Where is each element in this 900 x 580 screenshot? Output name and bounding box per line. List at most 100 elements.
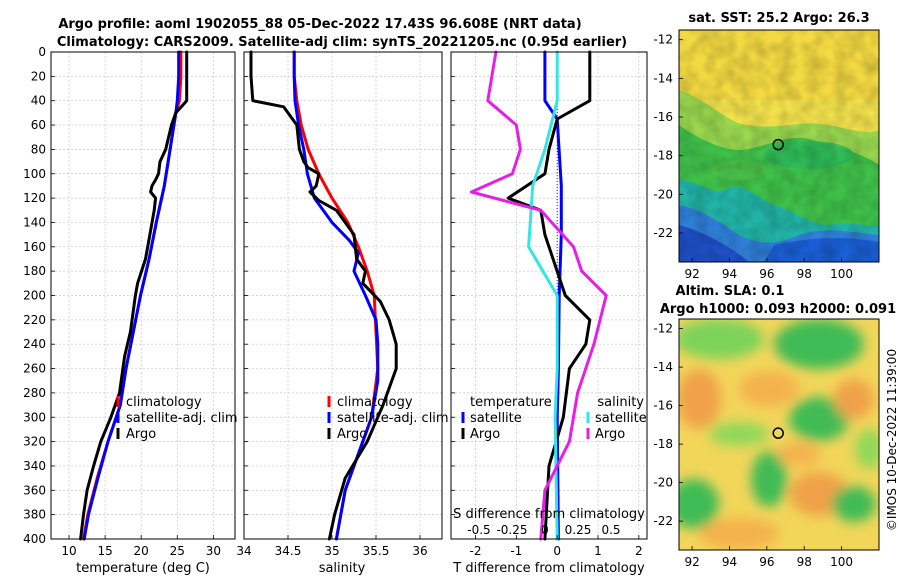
y-tick-label: 40 — [31, 94, 46, 108]
y-tick-label: 340 — [23, 459, 46, 473]
map-y-tick-label: -14 — [653, 71, 673, 85]
legend-label-climatology: climatology — [337, 395, 413, 410]
legend-header-salinity: salinity — [597, 395, 644, 410]
map-y-tick-label: -18 — [653, 149, 673, 163]
map-x-tick-label: 92 — [684, 267, 699, 281]
y-tick-label: 400 — [23, 532, 46, 546]
x-tick-label: 35 — [324, 544, 339, 558]
x-tick-label: 20 — [134, 544, 149, 558]
top-tick-label: 0 — [541, 523, 549, 537]
x-tick-label: 34 — [236, 544, 251, 558]
y-tick-label: 220 — [23, 313, 46, 327]
series-line — [249, 50, 398, 541]
map-y-tick-label: -12 — [653, 33, 673, 47]
sla-map-frame — [678, 318, 880, 551]
series-line — [79, 50, 189, 541]
sla-map-image — [679, 319, 879, 550]
y-tick-label: 360 — [23, 483, 46, 497]
legend-label-t-argo: Argo — [470, 427, 500, 442]
map-x-tick-label: 100 — [830, 267, 853, 281]
y-tick-label: 240 — [23, 337, 46, 351]
top-tick-label: 0.25 — [565, 523, 592, 537]
y-tick-label: 160 — [23, 240, 46, 254]
legend-label-argo: Argo — [126, 427, 156, 442]
map-y-tick-label: -20 — [653, 476, 673, 490]
y-tick-label: 20 — [31, 69, 46, 83]
top-tick-label: -0.25 — [496, 523, 527, 537]
x-tick-label: -1 — [510, 544, 522, 558]
y-tick-label: 260 — [23, 362, 46, 376]
difference-panel: -2 -1 0 1 2 -0.5 -0.25 0 0.25 0.5 T difference fr… — [450, 50, 648, 576]
legend-label-satellite: satellite-adj. clim — [337, 411, 449, 426]
map-x-tick-label: 98 — [797, 267, 812, 281]
legend-label-climatology: climatology — [126, 395, 202, 410]
y-tick-label: 180 — [23, 264, 46, 278]
salinity-xlabel: salinity — [319, 561, 366, 576]
legend-label-argo: Argo — [337, 427, 367, 442]
credit-text: ©IMOS 10-Dec-2022 11:39:00 — [885, 349, 899, 531]
legend-label-t-satellite: satellite — [470, 411, 522, 426]
legend-label-s-argo: Argo — [595, 427, 625, 442]
map-y-tick-label: -20 — [653, 187, 673, 201]
series-line — [82, 50, 181, 541]
title-line-2: Climatology: CARS2009. Satellite-adj cli… — [57, 35, 627, 50]
sst-map-title: sat. SST: 25.2 Argo: 26.3 — [688, 11, 869, 26]
map-x-tick-label: 92 — [684, 555, 699, 569]
difference-xlabel: T difference from climatology — [452, 561, 645, 576]
y-tick-label: 200 — [23, 289, 46, 303]
difference-legend: temperature satellite Argo salinity sate… — [461, 395, 647, 442]
x-tick-label: 10 — [61, 544, 76, 558]
salinity-legend: climatology satellite-adj. clim Argo — [327, 395, 449, 442]
map-x-tick-label: 98 — [797, 555, 812, 569]
sst-map-frame — [678, 29, 880, 263]
argo-position-marker — [772, 138, 784, 151]
y-tick-label: 380 — [23, 508, 46, 522]
map-x-tick-label: 96 — [759, 555, 774, 569]
sst-map: sat. SST: 25.2 Argo: 26.3 92 94 96 98 100 -12… — [653, 11, 880, 281]
map-y-tick-label: -14 — [653, 360, 673, 374]
sla-map-title: Altim. SLA: 0.1 — [676, 284, 785, 299]
x-tick-label: 35.5 — [363, 544, 390, 558]
series-line — [469, 50, 608, 541]
map-y-tick-label: -12 — [653, 322, 673, 336]
series-line — [506, 50, 592, 541]
series-line — [292, 50, 380, 541]
map-x-tick-label: 94 — [722, 267, 737, 281]
y-tick-label: 120 — [23, 191, 46, 205]
map-x-tick-label: 94 — [722, 555, 737, 569]
y-tick-label: 140 — [23, 215, 46, 229]
top-tick-label: 0.5 — [601, 523, 620, 537]
difference-top-label: S difference from climatology — [453, 507, 645, 522]
map-x-tick-label: 100 — [830, 555, 853, 569]
map-y-tick-label: -16 — [653, 399, 673, 413]
salinity-panel: 34 34.5 35 35.5 36 salinity — [236, 50, 443, 576]
argo-position-marker — [772, 427, 784, 439]
y-tick-label: 0 — [38, 45, 46, 59]
sst-map-image — [679, 30, 879, 262]
x-tick-label: 15 — [97, 544, 112, 558]
temperature-legend: climatology satellite-adj. clim Argo — [116, 395, 238, 442]
map-y-tick-label: -22 — [653, 514, 673, 528]
title-line-1: Argo profile: aoml 1902055_88 05-Dec-202… — [58, 17, 581, 32]
map-x-tick-label: 96 — [759, 267, 774, 281]
y-tick-label: 300 — [23, 410, 46, 424]
map-y-tick-label: -18 — [653, 437, 673, 451]
sla-map-subtitle: Argo h1000: 0.093 h2000: 0.091 — [660, 302, 896, 317]
x-tick-label: 30 — [206, 544, 221, 558]
x-tick-label: -2 — [470, 544, 482, 558]
legend-header-temperature: temperature — [470, 395, 552, 410]
x-tick-label: 2 — [635, 544, 643, 558]
map-y-tick-label: -16 — [653, 110, 673, 124]
x-tick-label: 34.5 — [275, 544, 302, 558]
x-tick-label: 25 — [170, 544, 185, 558]
x-tick-label: 0 — [553, 544, 561, 558]
y-tick-label: 100 — [23, 167, 46, 181]
legend-label-satellite: satellite-adj. clim — [126, 411, 238, 426]
y-tick-label: 320 — [23, 435, 46, 449]
y-tick-label: 80 — [31, 142, 46, 156]
y-tick-label: 280 — [23, 386, 46, 400]
legend-label-s-satellite: satellite — [595, 411, 647, 426]
temperature-xlabel: temperature (deg C) — [76, 561, 210, 576]
x-tick-label: 1 — [594, 544, 602, 558]
